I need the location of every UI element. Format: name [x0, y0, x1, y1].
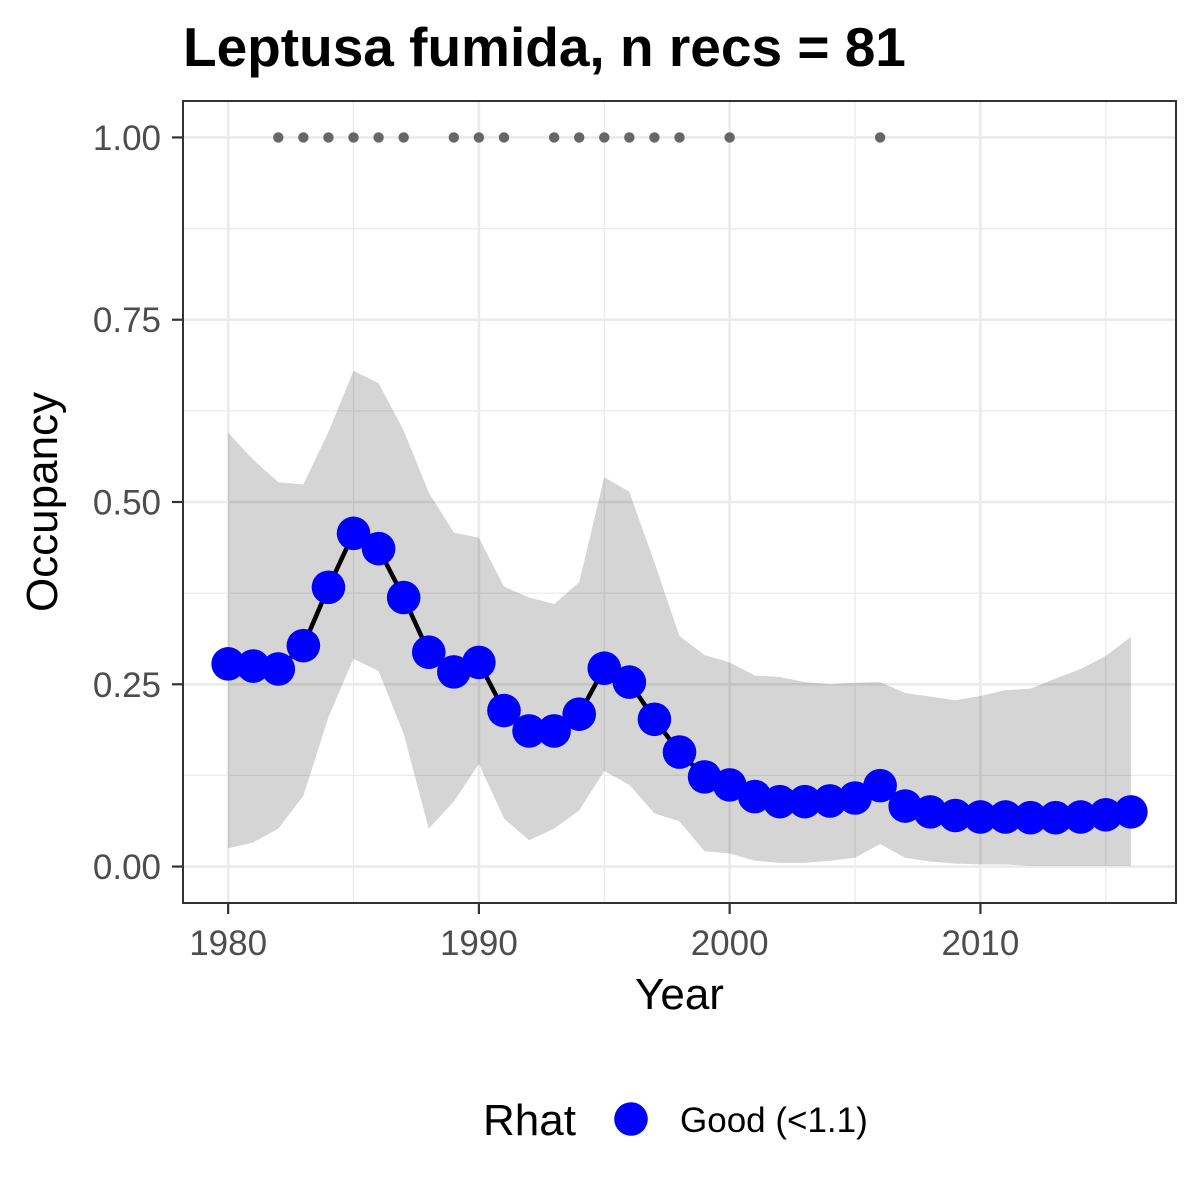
occupancy-point — [662, 735, 697, 769]
x-tick-label: 2010 — [941, 924, 1019, 963]
legend-title: Rhat — [483, 1096, 576, 1145]
record-dot — [398, 132, 409, 143]
record-dot — [473, 132, 485, 143]
occupancy-point — [988, 800, 1023, 834]
x-tick-label: 1980 — [189, 924, 267, 963]
occupancy-point — [1063, 800, 1098, 834]
occupancy-point — [261, 652, 296, 686]
occupancy-point — [1013, 800, 1048, 835]
occupancy-point — [537, 714, 571, 748]
y-tick-label: 0.00 — [93, 848, 161, 887]
occupancy-point — [1114, 795, 1148, 829]
occupancy-point — [963, 800, 998, 834]
record-dot — [649, 132, 660, 143]
occupancy-point — [637, 702, 672, 737]
record-dot — [674, 132, 685, 143]
occupancy-point — [386, 580, 421, 615]
occupancy-points — [211, 516, 1148, 835]
record-dot — [548, 132, 560, 143]
occupancy-point — [813, 784, 847, 818]
occupancy-point — [487, 693, 521, 728]
x-axis-title: Year — [635, 970, 724, 1019]
occupancy-point — [938, 798, 973, 833]
occupancy-point — [587, 651, 622, 686]
record-dot — [348, 132, 359, 143]
record-dot — [498, 132, 510, 143]
legend-label: Good (<1.1) — [680, 1101, 868, 1140]
occupancy-point — [838, 781, 872, 815]
occupancy-point — [336, 516, 371, 551]
occupancy-point — [211, 647, 245, 681]
record-dot — [448, 132, 460, 143]
occupancy-point — [712, 768, 747, 802]
y-tick-label: 0.25 — [93, 666, 161, 705]
y-tick-label: 0.50 — [93, 484, 161, 523]
occupancy-point — [361, 531, 396, 566]
y-axis-title: Occupancy — [18, 392, 67, 612]
confidence-band-layer — [228, 370, 1131, 866]
legend: Rhat Good (<1.1) — [483, 1096, 868, 1145]
record-dot — [624, 132, 635, 143]
occupancy-point — [286, 628, 321, 663]
legend-key-point — [614, 1102, 648, 1136]
chart-title: Leptusa fumida, n recs = 81 — [183, 16, 906, 78]
x-tick-label: 2000 — [691, 924, 769, 963]
x-tick-label: 1990 — [440, 924, 518, 963]
record-dot — [573, 132, 585, 143]
occupancy-point — [1088, 797, 1123, 832]
record-dot — [273, 132, 284, 143]
occupancy-point — [512, 714, 546, 748]
occupancy-point — [863, 768, 897, 803]
axes: 0.00 0.25 0.50 0.75 1.00 1980 1990 2000 2010 — [93, 119, 1019, 963]
confidence-band — [228, 370, 1131, 866]
occupancy-point — [737, 779, 772, 814]
occupancy-point — [411, 635, 446, 669]
occupancy-point — [462, 645, 496, 680]
record-dot — [298, 132, 309, 143]
occupancy-point — [913, 795, 948, 829]
occupancy-point — [1038, 800, 1073, 835]
occupancy-point — [612, 665, 647, 699]
record-dot — [323, 132, 334, 143]
y-tick-label: 1.00 — [93, 119, 161, 158]
occupancy-point — [562, 697, 596, 731]
occupancy-point — [236, 649, 271, 683]
y-tick-label: 0.75 — [93, 301, 161, 340]
record-dot — [373, 132, 384, 143]
occupancy-point — [788, 784, 822, 819]
record-dot — [599, 132, 610, 143]
record-dots — [273, 132, 886, 143]
occupancy-point — [311, 570, 346, 605]
record-dot — [874, 132, 886, 143]
occupancy-point — [763, 784, 797, 819]
record-dot — [724, 132, 735, 143]
occupancy-point — [888, 789, 922, 823]
